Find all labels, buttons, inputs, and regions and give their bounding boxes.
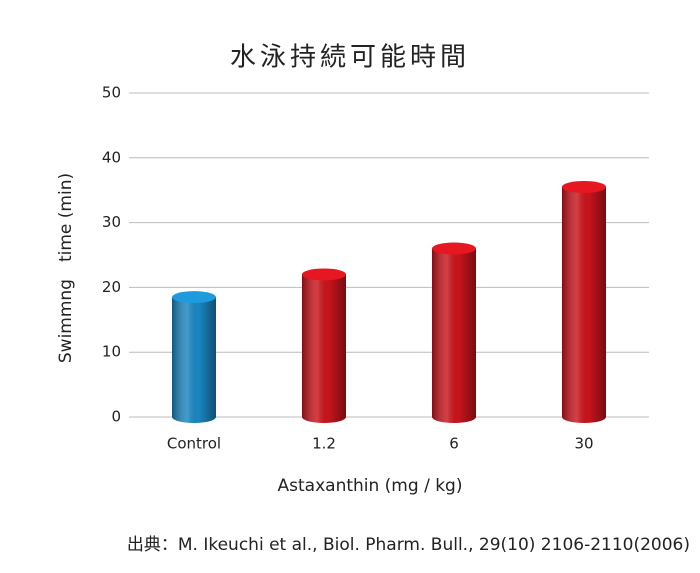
y-tick-label: 0: [111, 408, 121, 426]
y-axis-label: Swimmng time (min): [56, 173, 76, 363]
bar-shade: [302, 274, 346, 417]
bar-shade: [172, 297, 216, 417]
bar-top: [432, 242, 476, 255]
chart-title: 水泳持続可能時間: [230, 43, 470, 73]
bar-top: [562, 180, 606, 193]
x-tick-label: 6: [449, 435, 459, 453]
y-tick-label: 30: [102, 213, 121, 231]
bar-top: [172, 291, 216, 304]
y-tick-label: 20: [102, 278, 121, 296]
bar-shade: [432, 248, 476, 417]
bar-shade: [562, 186, 606, 417]
y-tick-label: 50: [102, 84, 121, 102]
y-tick-label: 10: [102, 343, 121, 361]
x-axis-label: Astaxanthin (mg / kg): [278, 476, 463, 496]
bar-top: [302, 268, 346, 281]
source-note: 出典：M. Ikeuchi et al., Biol. Pharm. Bull.…: [127, 535, 690, 555]
y-tick-label: 40: [102, 148, 121, 166]
x-tick-label: Control: [167, 435, 221, 453]
x-tick-label: 30: [574, 435, 593, 453]
x-tick-label: 1.2: [312, 435, 336, 453]
